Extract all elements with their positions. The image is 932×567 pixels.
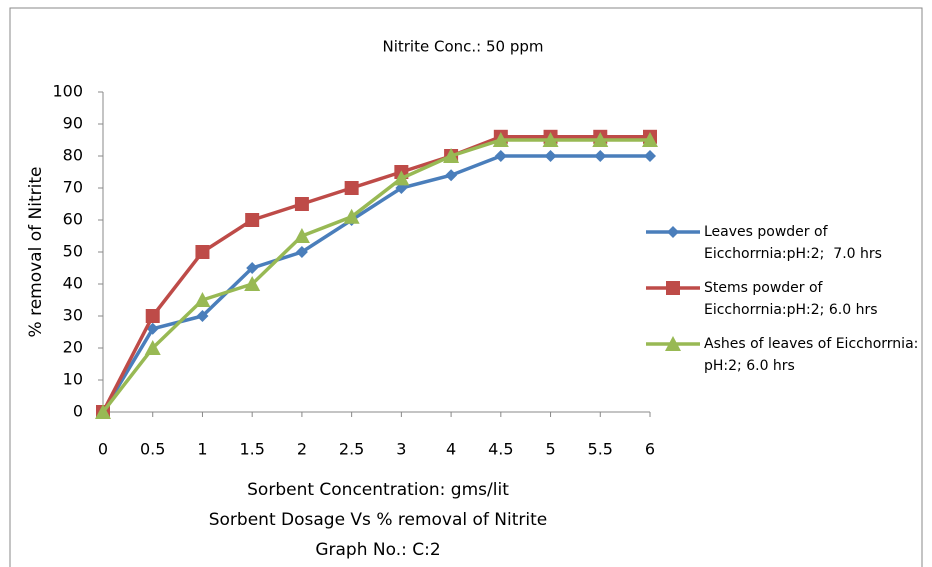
marker [244, 276, 261, 291]
x-tick-label: 2.5 [339, 440, 364, 459]
marker [542, 132, 559, 147]
marker [146, 322, 159, 335]
marker [294, 197, 309, 211]
x-tick-label: 0.5 [140, 440, 165, 459]
y-tick-label: 40 [63, 274, 83, 293]
marker [293, 228, 310, 243]
marker [144, 340, 161, 355]
y-tick-label: 90 [63, 114, 83, 133]
y-tick-label: 80 [63, 146, 83, 165]
subtitle: Sorbent Dosage Vs % removal of Nitrite [209, 510, 548, 530]
legend-marker [667, 226, 679, 238]
marker [194, 292, 211, 307]
legend-marker [666, 281, 680, 295]
marker [443, 148, 460, 163]
x-tick-label: 6 [645, 440, 655, 459]
y-tick-label: 100 [52, 82, 83, 101]
marker [195, 245, 210, 259]
y-tick-label: 30 [63, 306, 83, 325]
legend-marker [665, 336, 681, 351]
x-tick-label: 0 [98, 440, 108, 459]
marker [196, 310, 209, 322]
marker [592, 132, 609, 147]
marker [393, 170, 410, 186]
marker [445, 169, 458, 182]
x-tick-label: 5.5 [588, 440, 613, 459]
legend-label: Ashes of leaves of Eicchorrnia: pH:2; 6.… [704, 336, 923, 374]
marker [494, 150, 507, 162]
marker [594, 150, 607, 162]
legend-label: Stems powder of Eicchorrnia:pH:2; 6.0 hr… [704, 280, 878, 318]
chart-frame [9, 7, 923, 567]
y-tick-label: 10 [63, 370, 83, 389]
subtitle: Graph No.: C:2 [315, 540, 440, 560]
x-tick-label: 3 [396, 440, 406, 459]
y-tick-label: 70 [63, 178, 83, 197]
x-axis-label: Sorbent Concentration: gms/lit [247, 480, 509, 500]
y-tick-label: 0 [73, 402, 83, 421]
marker [145, 309, 160, 323]
x-tick-label: 4 [446, 440, 456, 459]
marker [343, 208, 360, 224]
marker [642, 132, 658, 147]
series-line [101, 135, 650, 413]
x-tick-label: 4.5 [488, 440, 513, 459]
marker [95, 404, 111, 419]
x-tick-label: 5 [545, 440, 555, 459]
marker [246, 262, 259, 274]
y-tick-label: 60 [63, 210, 83, 229]
marker [295, 246, 308, 258]
x-tick-label: 2 [297, 440, 307, 459]
marker [544, 150, 557, 162]
y-axis-label: % removal of Nitrite [26, 167, 46, 338]
marker [492, 132, 509, 147]
series-line [101, 154, 650, 413]
y-tick-label: 50 [63, 242, 83, 261]
x-tick-label: 1.5 [239, 440, 264, 459]
marker [344, 181, 359, 195]
marker [245, 213, 260, 227]
series-line [101, 138, 650, 414]
chart-title: Nitrite Conc.: 50 ppm [383, 38, 544, 56]
y-tick-label: 20 [63, 338, 83, 357]
marker [644, 150, 656, 162]
legend-label: Leaves powder of Eicchorrnia:pH:2; 7.0 h… [704, 224, 882, 262]
x-tick-label: 1 [197, 440, 207, 459]
